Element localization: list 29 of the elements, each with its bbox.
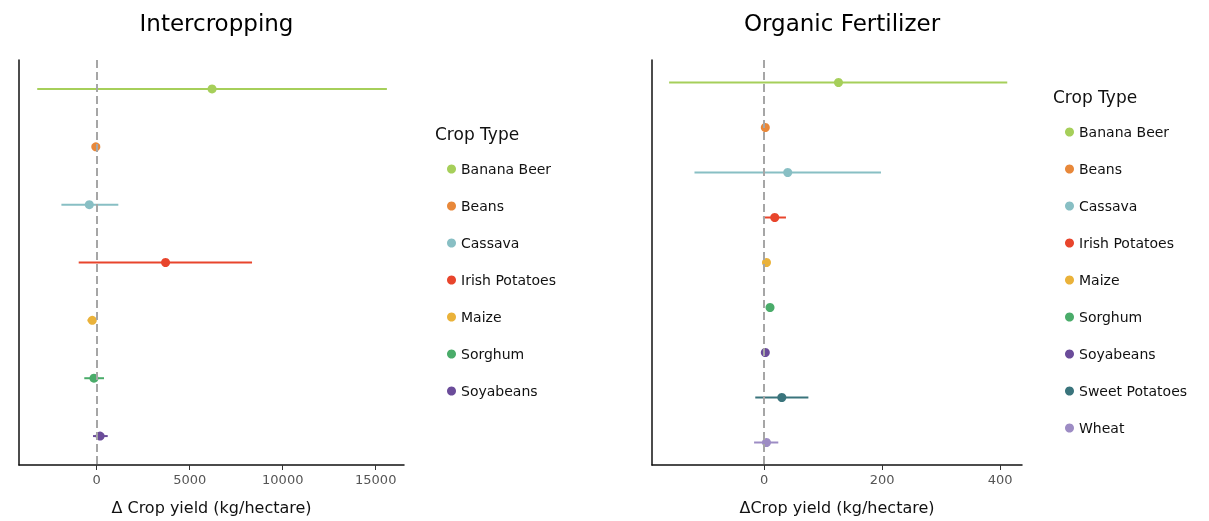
legend-label: Soyabeans xyxy=(461,383,538,399)
x-tick-label: 15000 xyxy=(355,472,397,487)
legend-label: Beans xyxy=(461,198,504,214)
legend-label: Maize xyxy=(461,309,502,325)
x-tick-label: 0 xyxy=(92,472,101,487)
x-axis-title: Δ Crop yield (kg/hectare) xyxy=(111,497,312,517)
legend-label: Irish Potatoes xyxy=(1079,235,1174,251)
chart-title: Organic Fertilizer xyxy=(743,9,941,36)
legend-label: Sorghum xyxy=(461,346,525,362)
legend-label: Wheat xyxy=(1079,420,1125,436)
legend-label: Beans xyxy=(1079,161,1122,177)
legend-label: Banana Beer xyxy=(461,161,552,177)
legend-label: Banana Beer xyxy=(1079,124,1170,140)
x-tick-label: 0 xyxy=(759,472,769,487)
chart-title: Intercropping xyxy=(139,9,294,36)
legend-label: Cassava xyxy=(1079,198,1138,214)
legend-label: Irish Potatoes xyxy=(461,272,556,288)
x-tick-label: 10000 xyxy=(262,472,304,487)
x-axis-title: ΔCrop yield (kg/hectare) xyxy=(739,497,935,517)
x-tick-label: 400 xyxy=(987,472,1013,487)
legend-label: Cassava xyxy=(461,235,520,251)
legend-title: Crop Type xyxy=(435,123,520,144)
x-tick-label: 200 xyxy=(869,472,895,487)
legend-label: Sorghum xyxy=(1079,309,1143,325)
legend-label: Sweet Potatoes xyxy=(1079,383,1188,399)
legend-title: Crop Type xyxy=(1053,86,1138,107)
x-tick-label: 5000 xyxy=(173,472,207,487)
legend-label: Soyabeans xyxy=(1079,346,1156,362)
legend-label: Maize xyxy=(1079,272,1120,288)
